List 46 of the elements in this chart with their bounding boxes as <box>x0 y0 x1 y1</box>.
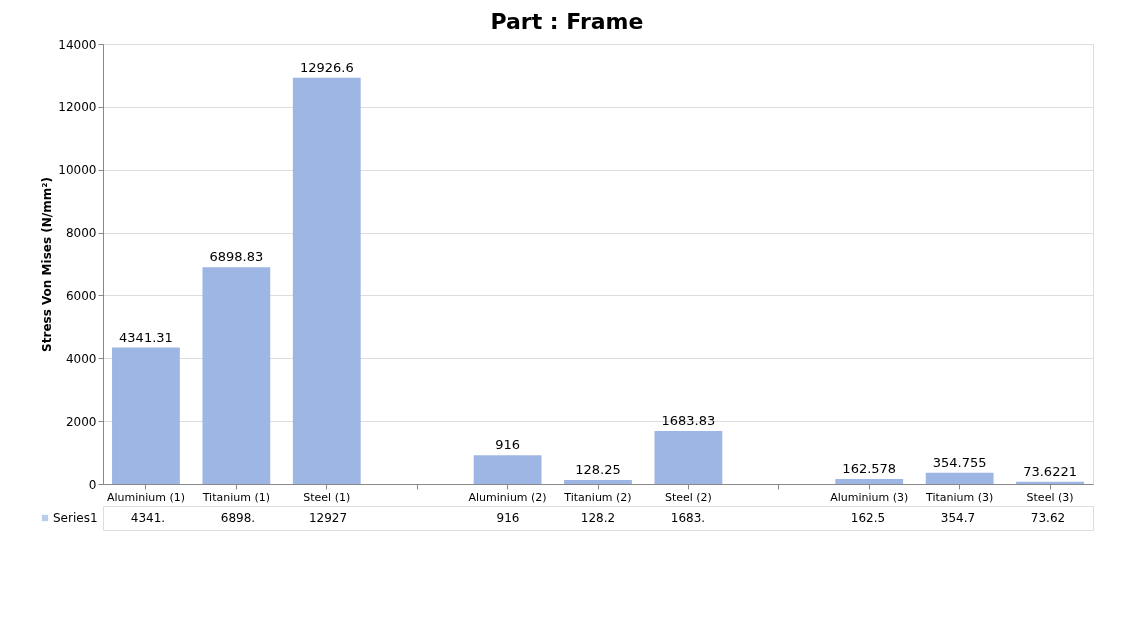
text: 162.5 <box>850 511 886 525</box>
data-label: 916 <box>495 437 520 453</box>
bar <box>835 478 904 484</box>
x-tick-label: Steel (1) <box>303 490 351 504</box>
y-tick-label: 8000 <box>65 226 97 241</box>
y-tick-label: 0 <box>88 477 97 492</box>
x-tick-label: Titanium (2) <box>563 490 632 504</box>
data-label: 128.25 <box>575 461 621 477</box>
chart-title: Part : Frame <box>490 8 644 34</box>
y-tick-label: 6000 <box>65 288 97 303</box>
bar <box>654 431 723 484</box>
data-label: 73.6221 <box>1023 463 1077 479</box>
y-tick-label: 10000 <box>58 163 97 178</box>
data-label: 6898.83 <box>209 249 264 265</box>
y-tick-label: 14000 <box>58 37 97 52</box>
text: 12927 <box>308 511 348 525</box>
text: 4341. <box>130 511 166 525</box>
y-tick-label: 4000 <box>65 351 97 366</box>
y-axis-title: Stress Von Mises (N/mm²) <box>40 177 55 352</box>
legend-label: Series1 <box>53 511 98 525</box>
data-label: 1683.83 <box>661 413 716 429</box>
data-label: 4341.31 <box>119 329 173 345</box>
x-tick-label: Titanium (1) <box>201 490 270 504</box>
bar <box>925 472 994 484</box>
x-tick-label: Aluminium (1) <box>106 490 186 504</box>
x-tick-label: Aluminium (3) <box>830 490 909 504</box>
y-tick-label: 12000 <box>58 100 97 115</box>
data-label: 12926.6 <box>299 59 354 75</box>
data-label: 354.755 <box>932 454 987 470</box>
text: 1683. <box>670 511 706 525</box>
text: 128.2 <box>580 511 616 525</box>
text: 354.7 <box>940 511 976 525</box>
x-tick-label: Steel (3) <box>1026 490 1074 504</box>
x-tick-label: Steel (2) <box>664 490 712 504</box>
text: 6898. <box>220 511 256 525</box>
bar <box>564 479 632 484</box>
x-tick-label: Titanium (3) <box>925 490 994 504</box>
x-tick-label: Aluminium (2) <box>468 490 547 504</box>
bar <box>112 347 180 484</box>
bar <box>202 267 271 484</box>
y-tick-label: 2000 <box>65 414 97 429</box>
data-label: 162.578 <box>842 460 897 476</box>
bar <box>292 77 361 484</box>
text: 73.62 <box>1030 511 1066 525</box>
bar <box>473 455 542 484</box>
text: 916 <box>496 511 520 525</box>
